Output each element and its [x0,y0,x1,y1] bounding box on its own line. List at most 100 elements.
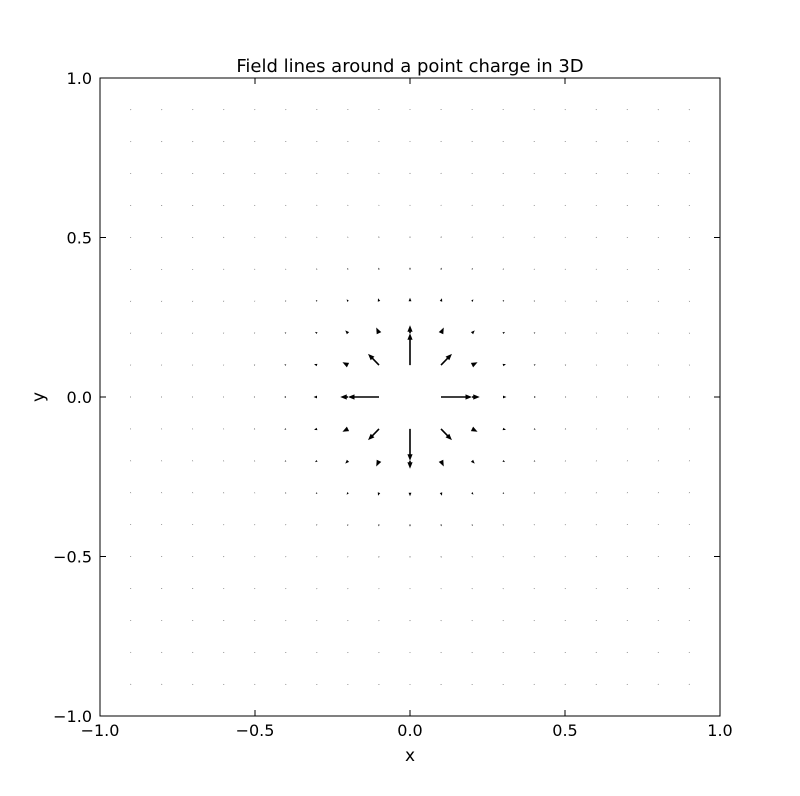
field-arrow [347,620,349,622]
field-arrow [192,364,194,366]
field-arrow [626,460,628,462]
field-arrow [688,460,690,462]
field-arrow [533,652,535,654]
field-arrow [564,141,566,143]
field-arrow [657,588,659,589]
field-arrow [440,556,442,558]
field-arrow [192,300,194,302]
field-arrow [471,588,473,590]
field-arrow [595,173,597,174]
field-arrow [564,428,567,430]
field-arrow [471,652,473,654]
field-arrow [409,267,411,270]
field-arrow [564,620,566,622]
field-arrow [285,556,287,558]
field-arrow [688,268,690,270]
field-arrow [688,619,690,621]
field-arrow [564,556,566,558]
field-arrow [595,620,597,621]
field-arrow [533,300,535,302]
field-arrow [564,364,567,366]
field-arrow [192,396,193,398]
field-arrow [254,492,256,494]
field-arrow [688,364,690,366]
field-arrow [376,459,382,467]
field-arrow [533,620,535,622]
field-arrow [533,460,536,462]
field-arrow [315,331,318,334]
field-arrow [316,556,318,558]
field-arrow [440,204,442,206]
field-arrow [285,524,287,526]
field-arrow [368,428,380,441]
field-arrow [502,460,505,463]
field-arrow [161,109,163,111]
field-arrow [564,172,566,174]
field-arrow [409,620,411,622]
field-arrow [409,588,411,590]
field-arrow [502,683,504,685]
field-arrow [161,651,163,653]
field-arrow [192,460,194,462]
field-arrow [253,428,256,430]
field-arrow [130,396,131,398]
field-arrow [688,237,690,238]
field-arrow [533,332,536,334]
field-arrow [223,651,225,653]
field-arrow [564,492,566,494]
field-arrow [285,268,287,270]
field-arrow [440,652,442,654]
field-arrow [315,492,318,494]
field-arrow [657,556,659,557]
field-arrow [378,556,380,558]
field-arrow [347,140,349,142]
field-arrow [657,524,659,526]
field-arrow [347,267,349,270]
field-arrow [409,652,411,654]
field-arrow [316,652,318,654]
field-arrow [316,140,318,142]
field-arrow [315,300,318,302]
field-arrow [192,236,194,238]
field-arrow [315,460,318,463]
axis-ticks: −1.0 −0.5 0.0 0.5 1.0 −1.0 −0.5 0.0 0.5 1.0 [53,69,733,740]
field-arrow [378,620,380,622]
field-arrow [254,651,256,653]
field-arrow [440,140,442,142]
field-arrow [502,620,504,622]
field-arrow [564,268,566,270]
field-arrow [564,588,566,590]
field-arrow [440,620,442,622]
field-arrow [130,332,132,334]
field-arrow [254,109,256,111]
field-arrow [688,141,690,143]
field-arrow [284,396,286,398]
field-arrow [658,396,659,398]
field-arrow [378,172,380,174]
field-arrow [439,492,443,496]
x-tick-label: 1.0 [707,721,732,740]
field-arrow [533,268,535,270]
field-arrow [471,267,473,270]
field-arrow [626,556,628,558]
field-arrow [284,364,287,366]
field-arrow [223,492,225,494]
field-arrow [627,396,628,398]
field-arrow [657,141,659,143]
field-arrow [440,109,442,110]
field-arrow [342,362,350,368]
field-arrow [161,364,163,366]
field-arrow [161,173,163,175]
field-arrow [316,268,318,270]
field-arrow [657,109,659,111]
field-arrow [471,556,473,558]
field-arrow [130,300,132,302]
field-arrow [657,460,659,462]
field-arrow [285,492,287,494]
field-arrow [340,394,348,400]
field-arrow [533,140,535,142]
y-tick-label: −1.0 [53,707,92,726]
field-arrow [439,298,443,302]
field-arrow [285,172,287,174]
field-arrow [440,684,442,685]
